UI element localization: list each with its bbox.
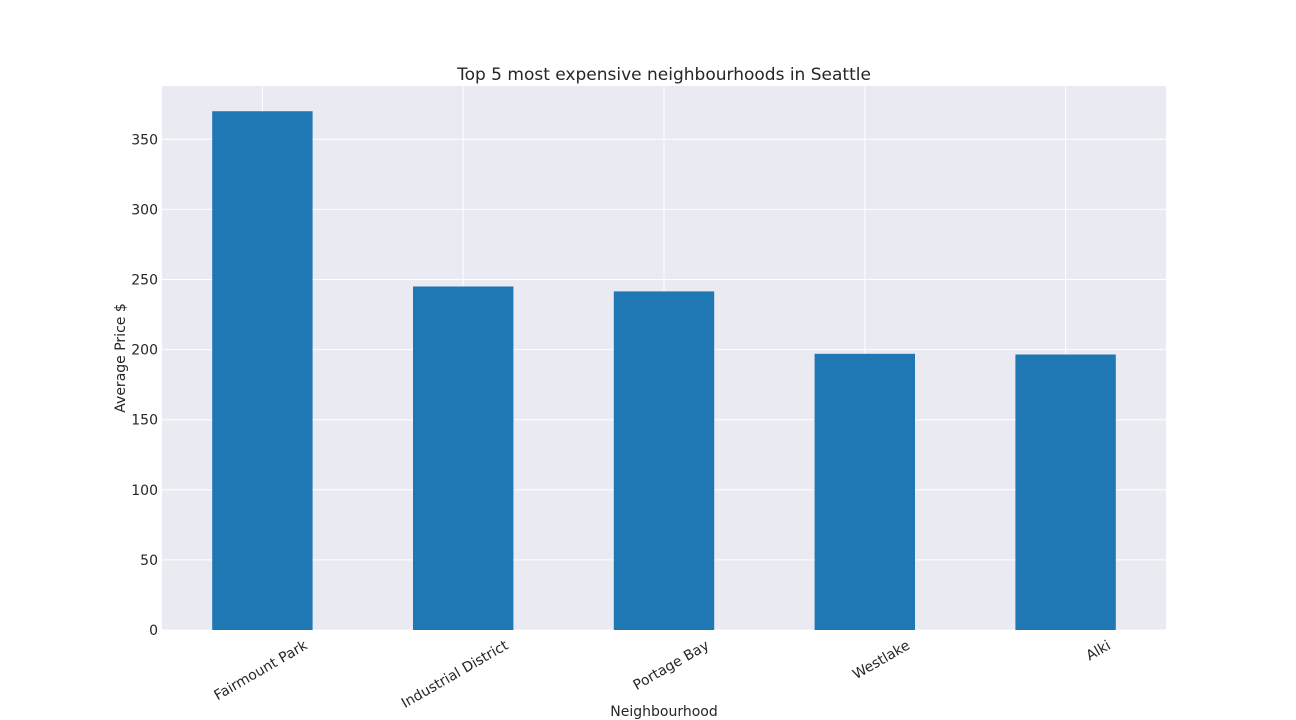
x-axis-ticks: Fairmount Park Industrial District Portage… [212, 637, 1114, 712]
bar-alki [1015, 354, 1116, 630]
x-tick-label: Industrial District [399, 637, 512, 711]
x-tick-label: Westlake [850, 638, 913, 683]
bar-industrial-district [413, 286, 514, 630]
bars [212, 111, 1116, 630]
y-tick-label: 50 [140, 553, 158, 569]
bar-portage-bay [613, 291, 715, 630]
chart-title: Top 5 most expensive neighbourhoods in S… [456, 65, 871, 85]
x-tick-label: Fairmount Park [212, 637, 312, 704]
bar-fairmount-park [212, 111, 313, 630]
bar-westlake [814, 353, 915, 630]
x-tick-label: Portage Bay [631, 638, 712, 694]
y-tick-label: 300 [131, 202, 158, 218]
y-tick-label: 150 [131, 413, 158, 429]
y-tick-label: 350 [131, 132, 158, 148]
y-axis-ticks: 0 50 100 150 200 250 300 350 [131, 132, 158, 639]
y-tick-label: 0 [149, 623, 158, 639]
x-tick-label: Alki [1084, 638, 1114, 665]
y-tick-label: 250 [131, 272, 158, 288]
y-tick-label: 200 [131, 343, 158, 359]
x-axis-label: Neighbourhood [610, 704, 717, 720]
y-axis-label: Average Price $ [113, 303, 129, 412]
y-tick-label: 100 [131, 483, 158, 499]
